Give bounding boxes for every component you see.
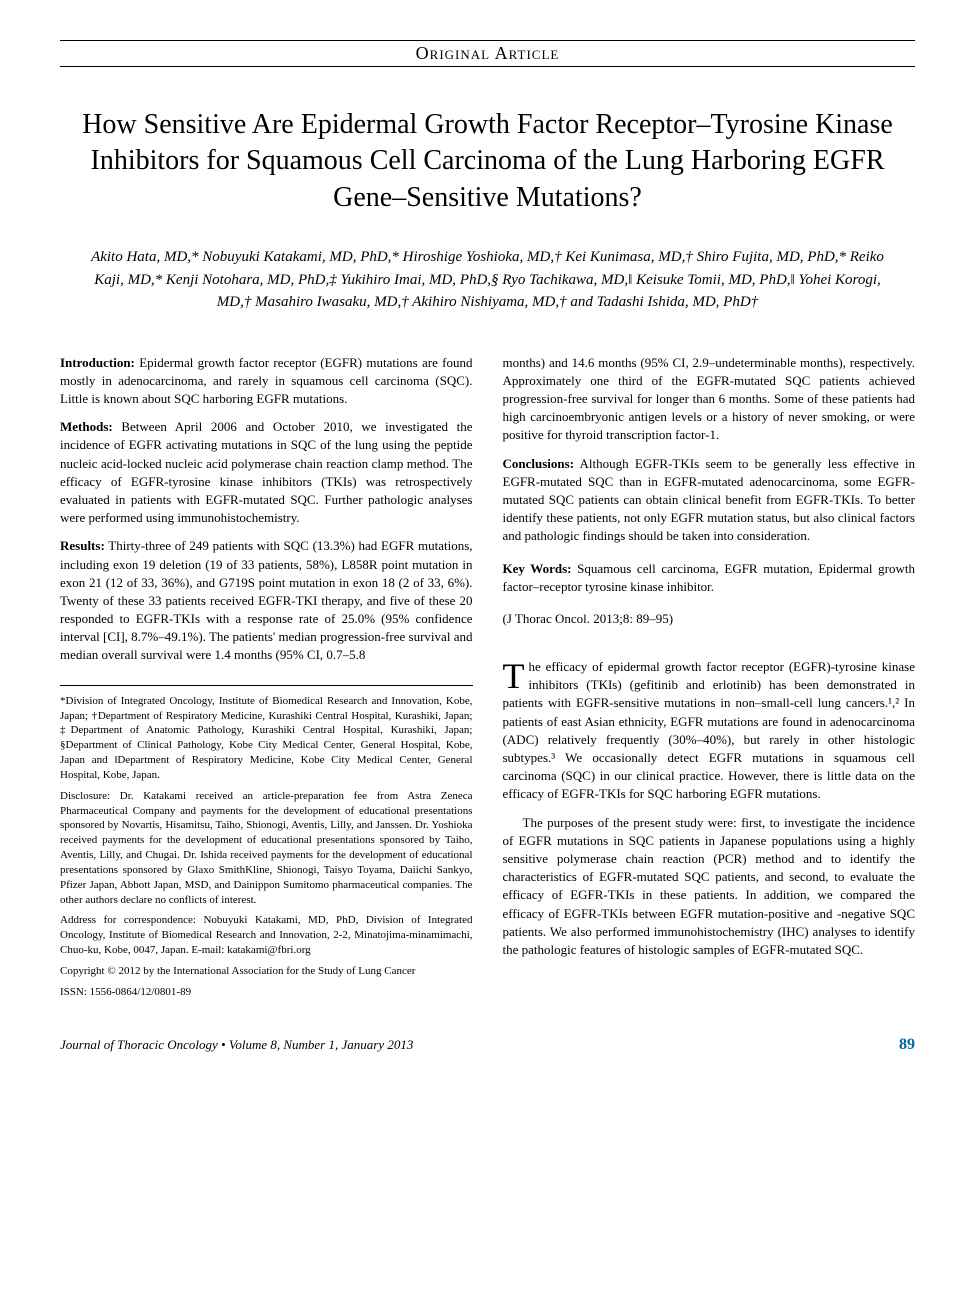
abstract-methods-text: Between April 2006 and October 2010, we … — [60, 419, 473, 525]
article-type-header: Original Article — [60, 40, 915, 67]
issn-number: ISSN: 1556-0864/12/0801-89 — [60, 985, 473, 1000]
keywords-label: Key Words: — [503, 561, 572, 576]
keywords-block: Key Words: Squamous cell carcinoma, EGFR… — [503, 560, 916, 596]
abstract-introduction: Introduction: Epidermal growth factor re… — [60, 354, 473, 409]
abstract-conclusions-label: Conclusions: — [503, 456, 575, 471]
abstract-methods-label: Methods: — [60, 419, 113, 434]
abstract-results-text: Thirty-three of 249 patients with SQC (1… — [60, 538, 473, 662]
copyright-notice: Copyright © 2012 by the International As… — [60, 964, 473, 979]
affiliations-block: *Division of Integrated Oncology, Instit… — [60, 694, 473, 1000]
introduction-paragraph-1: The efficacy of epidermal growth factor … — [503, 658, 916, 804]
right-column: months) and 14.6 months (95% CI, 2.9–und… — [503, 354, 916, 1006]
dropcap-letter: T — [503, 658, 529, 690]
institution-affiliations: *Division of Integrated Oncology, Instit… — [60, 694, 473, 783]
content-columns: Introduction: Epidermal growth factor re… — [60, 354, 915, 1006]
author-list: Akito Hata, MD,* Nobuyuki Katakami, MD, … — [60, 246, 915, 314]
footer-journal-info: Journal of Thoracic Oncology • Volume 8,… — [60, 1037, 413, 1053]
article-title: How Sensitive Are Epidermal Growth Facto… — [60, 107, 915, 216]
abstract-methods: Methods: Between April 2006 and October … — [60, 418, 473, 527]
journal-citation: (J Thorac Oncol. 2013;8: 89–95) — [503, 610, 916, 628]
correspondence-address: Address for correspondence: Nobuyuki Kat… — [60, 913, 473, 958]
abstract-results-label: Results: — [60, 538, 105, 553]
page-footer: Journal of Thoracic Oncology • Volume 8,… — [60, 1036, 915, 1054]
introduction-paragraph-2: The purposes of the present study were: … — [503, 814, 916, 960]
disclosure-statement: Disclosure: Dr. Katakami received an art… — [60, 789, 473, 908]
abstract-conclusions: Conclusions: Although EGFR-TKIs seem to … — [503, 455, 916, 546]
left-column: Introduction: Epidermal growth factor re… — [60, 354, 473, 1006]
affiliation-divider — [60, 685, 473, 686]
abstract-results-continued: months) and 14.6 months (95% CI, 2.9–und… — [503, 354, 916, 445]
abstract-results: Results: Thirty-three of 249 patients wi… — [60, 537, 473, 664]
abstract-intro-label: Introduction: — [60, 355, 135, 370]
footer-page-number: 89 — [899, 1036, 915, 1054]
article-type-label: Original Article — [416, 43, 560, 63]
intro-p1-text: he efficacy of epidermal growth factor r… — [503, 659, 916, 801]
